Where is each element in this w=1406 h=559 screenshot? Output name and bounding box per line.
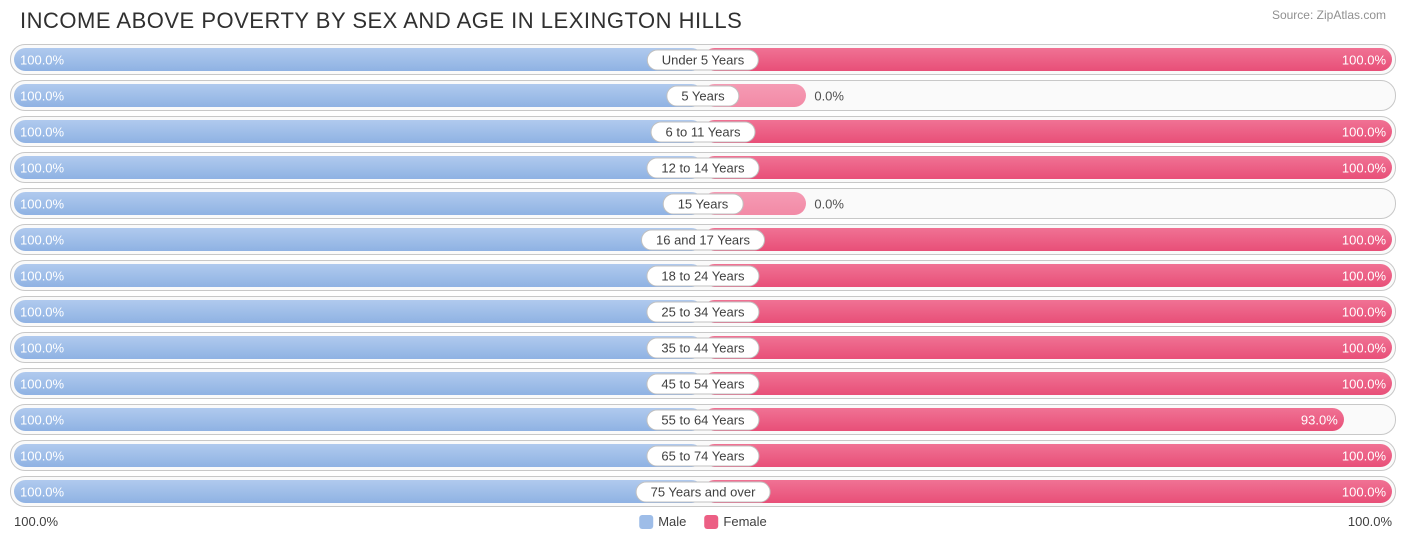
category-label: 65 to 74 Years [646,445,759,466]
value-male: 100.0% [20,232,64,247]
axis-right-label: 100.0% [1348,514,1392,529]
bar-row: 100.0% 100.0% Under 5 Years [10,44,1396,75]
bar-female [703,372,1392,395]
value-female: 100.0% [1342,52,1386,67]
bar-female [703,156,1392,179]
chart-source: Source: ZipAtlas.com [1272,8,1386,22]
value-male: 100.0% [20,52,64,67]
bar-row: 0.0% 100.0% 15 Years [10,188,1396,219]
category-label: 55 to 64 Years [646,409,759,430]
value-female: 100.0% [1342,448,1386,463]
value-male: 100.0% [20,412,64,427]
category-label: Under 5 Years [647,49,759,70]
bar-male [14,264,703,287]
category-label: 18 to 24 Years [646,265,759,286]
value-male: 100.0% [20,196,64,211]
value-female: 100.0% [1342,124,1386,139]
value-female: 0.0% [814,196,844,211]
category-label: 16 and 17 Years [641,229,765,250]
legend-item-male: Male [639,514,686,529]
bar-row: 100.0% 100.0% 65 to 74 Years [10,440,1396,471]
bar-male [14,444,703,467]
value-female: 100.0% [1342,340,1386,355]
bar-male [14,336,703,359]
value-male: 100.0% [20,484,64,499]
bar-row: 100.0% 100.0% 12 to 14 Years [10,152,1396,183]
bar-row: 100.0% 100.0% 75 Years and over [10,476,1396,507]
value-male: 100.0% [20,268,64,283]
bar-female [703,480,1392,503]
bar-male [14,300,703,323]
value-female: 100.0% [1342,160,1386,175]
bar-male [14,48,703,71]
bar-female [703,408,1344,431]
category-label: 25 to 34 Years [646,301,759,322]
legend-label-male: Male [658,514,686,529]
bar-row: 100.0% 100.0% 6 to 11 Years [10,116,1396,147]
legend-swatch-female [704,515,718,529]
bar-female [703,300,1392,323]
bar-male [14,372,703,395]
bar-female [703,48,1392,71]
category-label: 35 to 44 Years [646,337,759,358]
value-male: 100.0% [20,124,64,139]
bar-male [14,228,703,251]
bar-female [703,264,1392,287]
category-label: 6 to 11 Years [651,121,756,142]
legend-item-female: Female [704,514,766,529]
chart-footer: 100.0% Male Female 100.0% [0,512,1406,536]
chart-title: INCOME ABOVE POVERTY BY SEX AND AGE IN L… [20,8,742,34]
value-male: 100.0% [20,448,64,463]
bar-female [703,228,1392,251]
bar-male [14,84,703,107]
chart-header: INCOME ABOVE POVERTY BY SEX AND AGE IN L… [0,0,1406,38]
category-label: 5 Years [666,85,739,106]
value-female: 100.0% [1342,268,1386,283]
bar-row: 93.0% 100.0% 55 to 64 Years [10,404,1396,435]
bar-female [703,444,1392,467]
bar-male [14,120,703,143]
value-female: 100.0% [1342,484,1386,499]
category-label: 12 to 14 Years [646,157,759,178]
category-label: 45 to 54 Years [646,373,759,394]
bar-female [703,336,1392,359]
chart-body: 100.0% 100.0% Under 5 Years 0.0% 100.0% 5 Yea… [0,38,1406,507]
value-female: 0.0% [814,88,844,103]
value-female: 100.0% [1342,232,1386,247]
bar-row: 100.0% 100.0% 25 to 34 Years [10,296,1396,327]
value-male: 100.0% [20,88,64,103]
bar-male [14,408,703,431]
bar-male [14,156,703,179]
value-female: 100.0% [1342,376,1386,391]
legend-swatch-male [639,515,653,529]
category-label: 75 Years and over [636,481,771,502]
legend-label-female: Female [723,514,766,529]
value-female: 93.0% [1301,412,1338,427]
chart-legend: Male Female [639,514,767,529]
bar-male [14,192,703,215]
value-male: 100.0% [20,340,64,355]
bar-row: 0.0% 100.0% 5 Years [10,80,1396,111]
bar-row: 100.0% 100.0% 18 to 24 Years [10,260,1396,291]
axis-left-label: 100.0% [14,514,58,529]
value-male: 100.0% [20,160,64,175]
category-label: 15 Years [663,193,744,214]
bar-male [14,480,703,503]
bar-row: 100.0% 100.0% 16 and 17 Years [10,224,1396,255]
value-female: 100.0% [1342,304,1386,319]
value-male: 100.0% [20,376,64,391]
bar-female [703,120,1392,143]
bar-row: 100.0% 100.0% 35 to 44 Years [10,332,1396,363]
bar-row: 100.0% 100.0% 45 to 54 Years [10,368,1396,399]
value-male: 100.0% [20,304,64,319]
